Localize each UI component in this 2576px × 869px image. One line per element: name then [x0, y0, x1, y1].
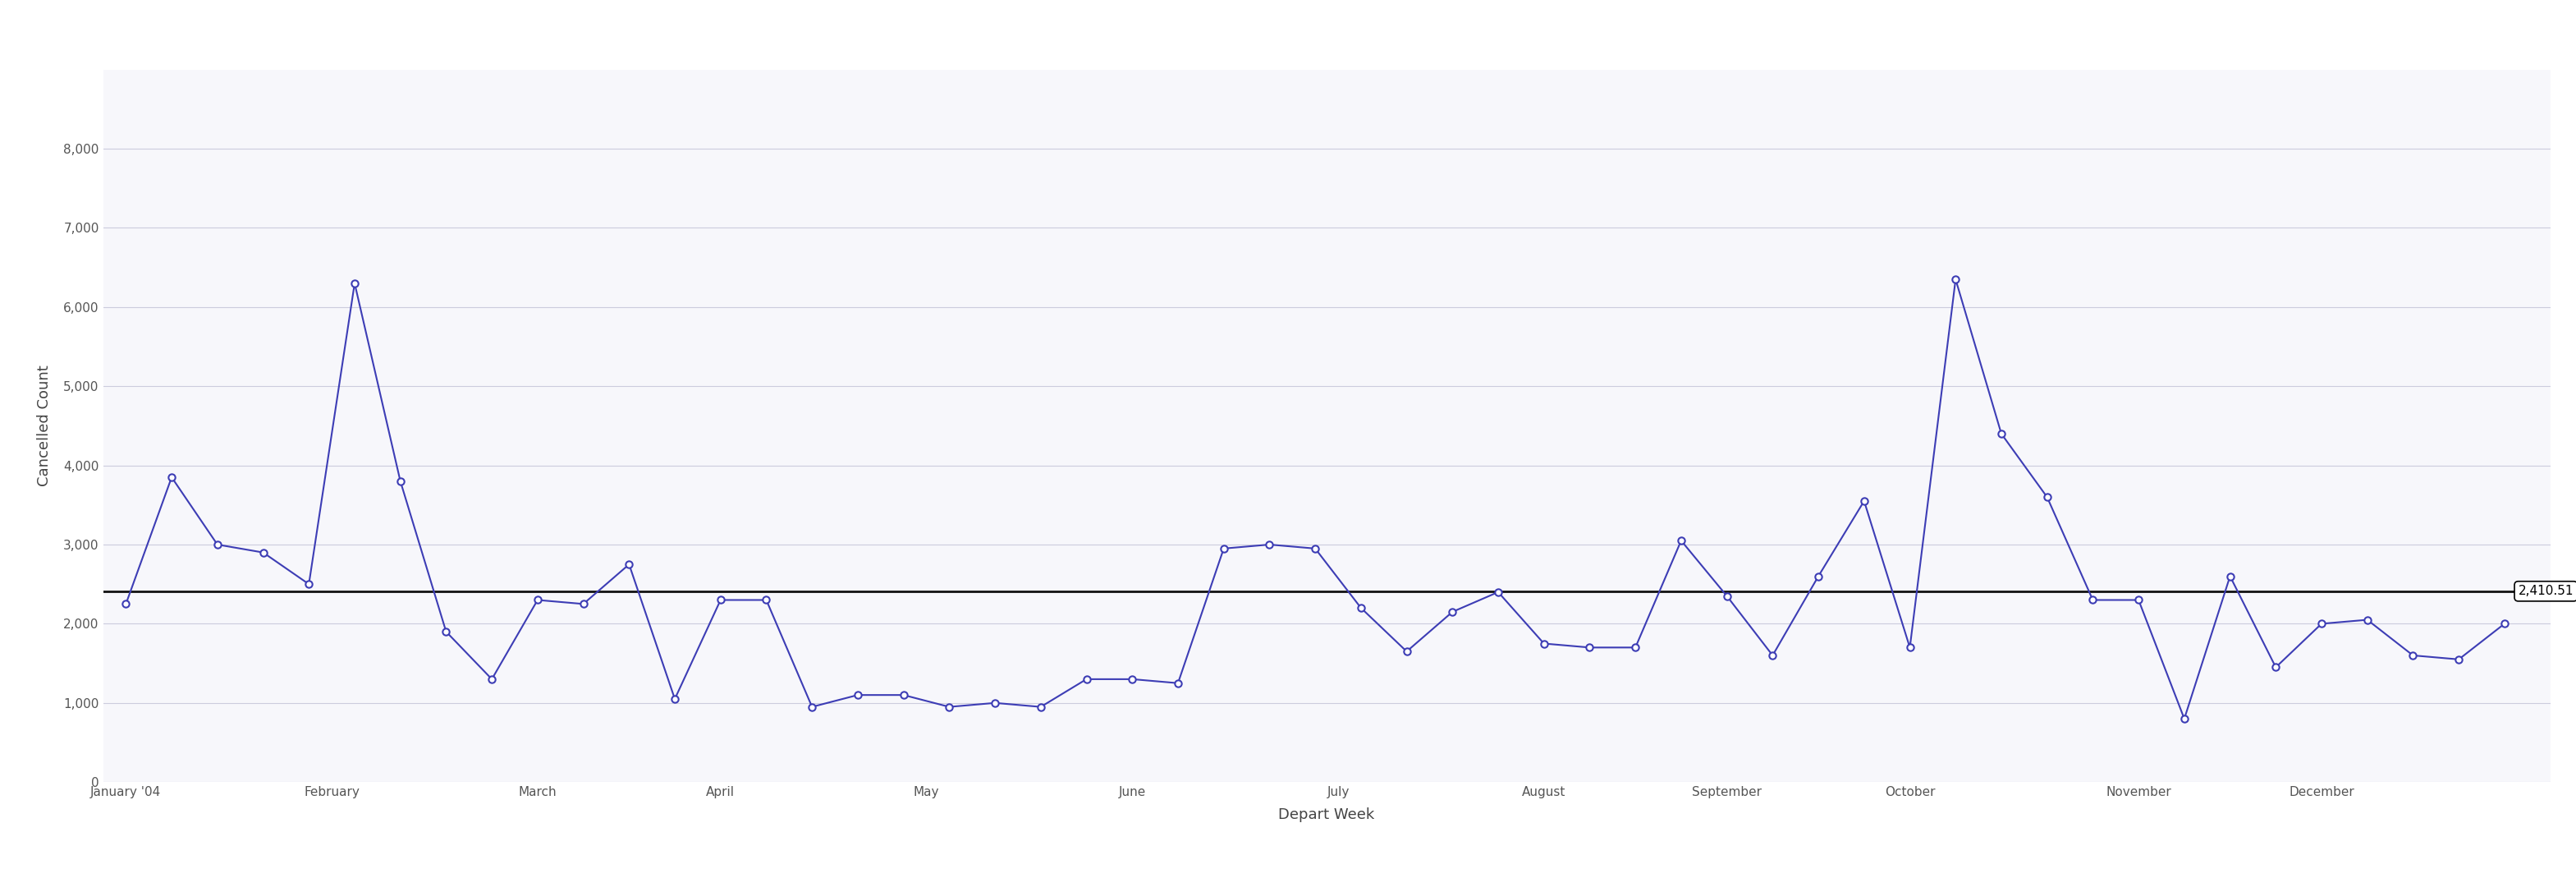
Y-axis label: Cancelled Count: Cancelled Count [36, 365, 52, 487]
X-axis label: Depart Week: Depart Week [1278, 807, 1376, 822]
Text: 2,410.51: 2,410.51 [2519, 585, 2573, 597]
Text: ▼  Visualization: ▼ Visualization [26, 18, 165, 34]
